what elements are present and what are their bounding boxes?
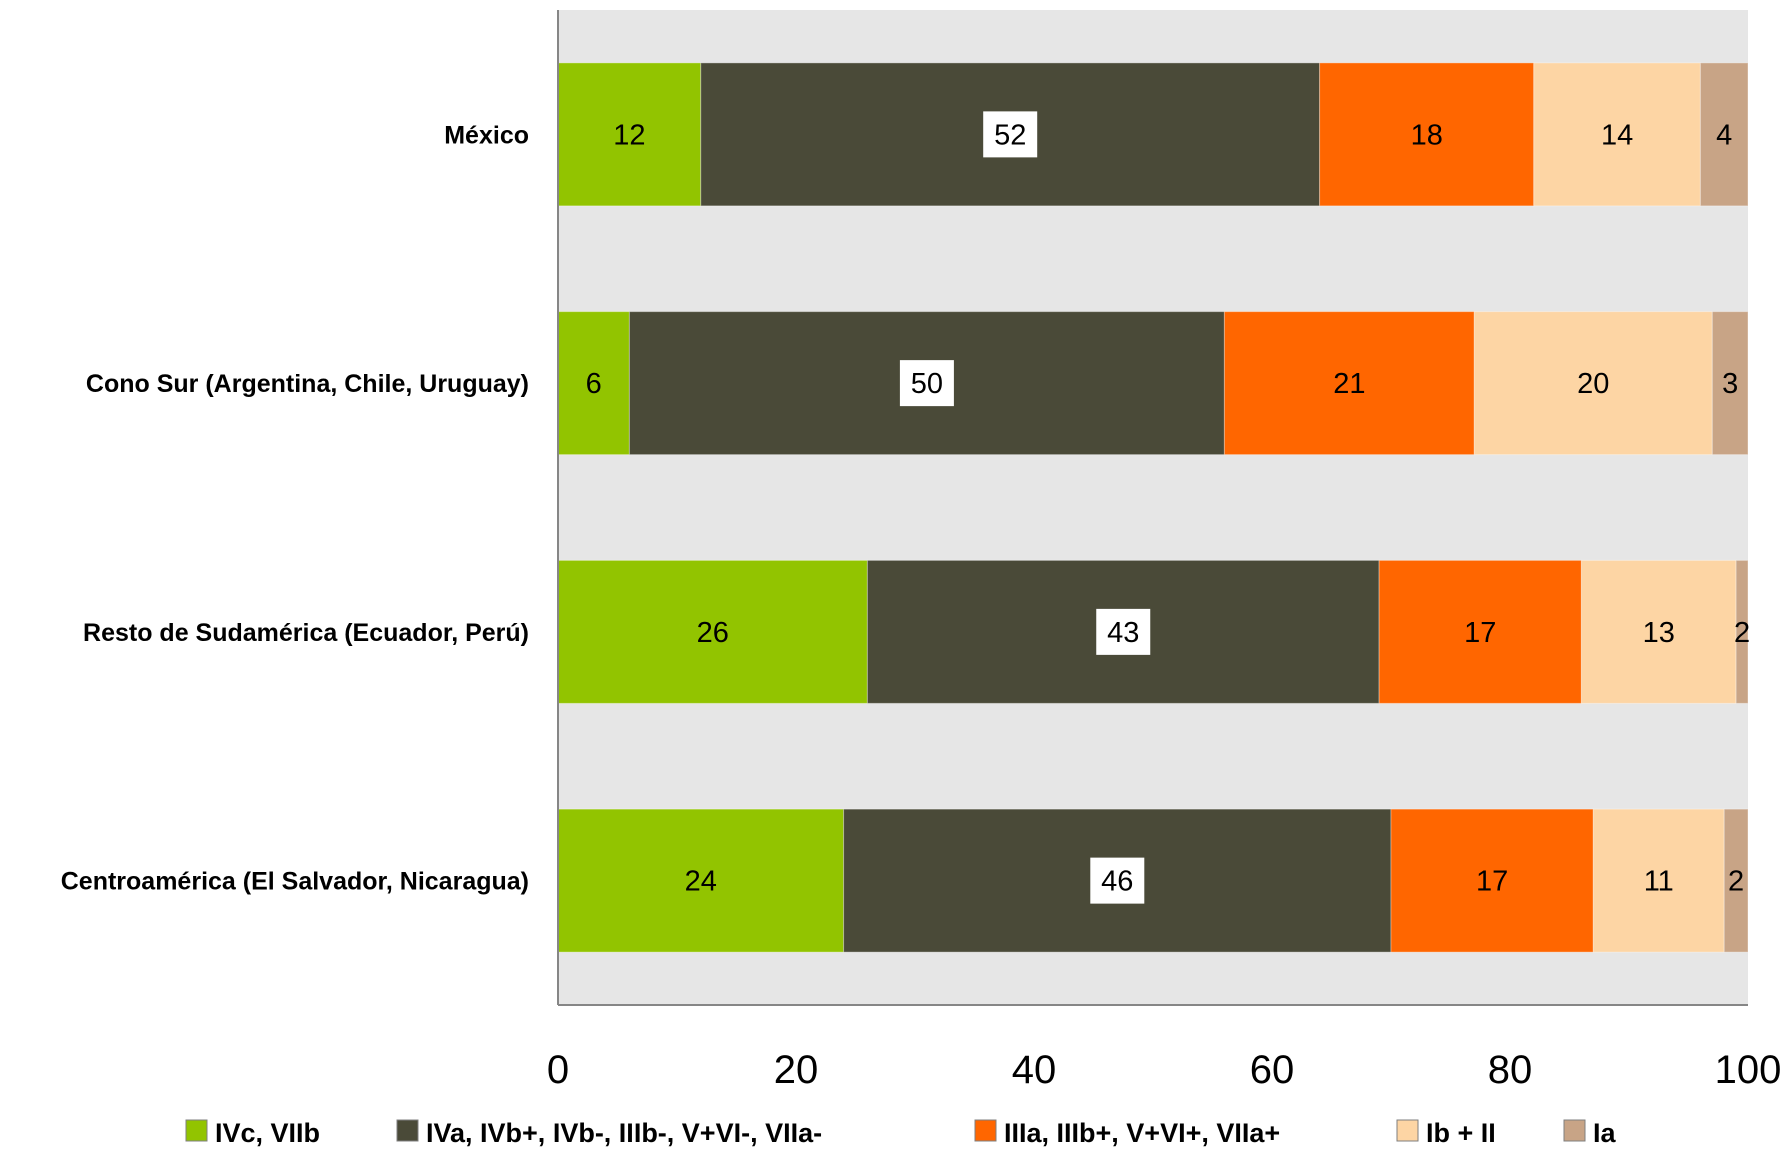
bar-segment [557, 62, 702, 207]
data-label: 46 [1101, 866, 1133, 898]
legend-label: Ia [1593, 1118, 1617, 1148]
data-label: 20 [1577, 368, 1609, 400]
data-label: 6 [586, 368, 602, 400]
bar-segment [1711, 311, 1749, 456]
bar-segment [557, 311, 630, 456]
x-tick-label: 60 [1250, 1048, 1295, 1092]
x-tick-label: 0 [547, 1048, 569, 1092]
bar-segment [1390, 808, 1594, 953]
data-label: 18 [1411, 119, 1443, 151]
legend-label: IIIa, IIIb+, V+VI+, VIIa+ [1004, 1118, 1280, 1148]
bar-segment [1223, 311, 1475, 456]
bar-segment [1699, 62, 1749, 207]
data-label: 12 [613, 119, 645, 151]
bar-segment [1378, 559, 1582, 704]
bar-segment [1473, 311, 1713, 456]
data-label: 26 [697, 617, 729, 649]
category-label: Centroamérica (El Salvador, Nicaragua) [61, 868, 529, 896]
bar-segment [1533, 62, 1701, 207]
x-axis-ticks: 0 20 40 60 80 100 [547, 1048, 1782, 1092]
bar-segment [557, 559, 868, 704]
legend-swatch [1563, 1119, 1586, 1142]
category-label: México [444, 121, 529, 149]
data-label: 17 [1476, 866, 1508, 898]
data-label: 21 [1333, 368, 1365, 400]
data-labels: 12 52 18 14 46 50 21 20 326 43 17 13 224 46 17 11 2 [586, 111, 1750, 904]
legend: IVc, VIIb IVa, IVb+, IVb-, IIIb-, V+VI-, … [185, 1118, 1617, 1148]
data-label: 52 [994, 119, 1026, 151]
category-label: Resto de Sudamérica (Ecuador, Perú) [83, 619, 529, 647]
bar-segment [557, 808, 845, 953]
legend-swatch [396, 1119, 419, 1142]
data-label-box [1096, 608, 1151, 655]
data-label: 3 [1722, 368, 1738, 400]
data-label: 17 [1464, 617, 1496, 649]
data-label: 2 [1734, 617, 1750, 649]
x-tick-label: 40 [1012, 1048, 1057, 1092]
data-label: 11 [1644, 866, 1674, 898]
legend-swatch [1396, 1119, 1419, 1142]
bar-segment [1580, 559, 1737, 704]
bar-segment [1319, 62, 1535, 207]
bar-segment [1723, 808, 1749, 953]
data-label: 50 [911, 368, 943, 400]
legend-label: IVc, VIIb [215, 1118, 320, 1148]
category-labels: México Cono Sur (Argentina, Chile, Urugua… [61, 121, 529, 895]
legend-swatch [185, 1119, 208, 1142]
data-label-box [899, 360, 954, 407]
data-label: 43 [1107, 617, 1139, 649]
x-tick-label: 100 [1715, 1048, 1782, 1092]
data-label: 24 [685, 866, 717, 898]
x-tick-label: 20 [774, 1048, 819, 1092]
bar-segment [1735, 559, 1749, 704]
legend-swatch [974, 1119, 997, 1142]
data-label-box [1090, 857, 1145, 904]
category-label: Cono Sur (Argentina, Chile, Uruguay) [86, 370, 529, 398]
data-label: 2 [1728, 866, 1744, 898]
data-label: 14 [1601, 119, 1633, 151]
legend-label: Ib + II [1426, 1118, 1496, 1148]
data-label: 4 [1716, 119, 1732, 151]
bar-segment [1592, 808, 1725, 953]
data-label-box [983, 111, 1038, 158]
data-label: 13 [1643, 617, 1675, 649]
x-tick-label: 80 [1488, 1048, 1533, 1092]
legend-label: IVa, IVb+, IVb-, IIIb-, V+VI-, VIIa- [426, 1118, 822, 1148]
